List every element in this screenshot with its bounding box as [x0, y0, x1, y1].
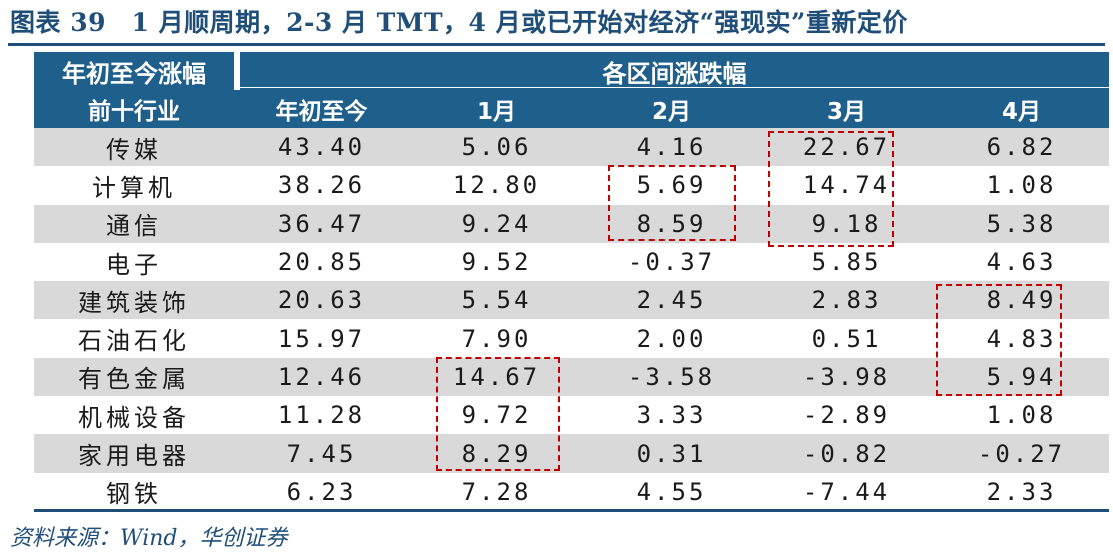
- value-cell: 9.24: [461, 209, 532, 238]
- value-cell: 20.85: [277, 248, 366, 277]
- industry-name: 传媒: [106, 135, 162, 164]
- value-cell: -0.27: [977, 439, 1066, 468]
- value-cell: 3.33: [636, 401, 707, 430]
- highlight-box-jan: [436, 357, 560, 471]
- highlight-box-feb: [608, 165, 736, 241]
- header-period-span: 各区间涨跌幅: [234, 52, 1109, 90]
- value-cell: 4.55: [636, 477, 707, 506]
- value-cell: 5.85: [811, 248, 882, 277]
- table-row: 家用电器 7.45 8.29 0.31 -0.82 -0.27: [34, 434, 1109, 473]
- header-row-bottom: 前十行业 年初至今 1月 2月 3月 4月: [34, 90, 1109, 128]
- value-cell: 2.83: [811, 286, 882, 315]
- table-bottom-rule: [34, 509, 1109, 512]
- value-cell: 7.45: [286, 439, 357, 468]
- value-cell: 7.90: [461, 324, 532, 353]
- value-cell: 1.08: [986, 401, 1057, 430]
- value-cell: 8.29: [461, 439, 532, 468]
- value-cell: 6.23: [286, 477, 357, 506]
- industry-name: 钢铁: [106, 480, 162, 509]
- table-row: 建筑装饰 20.63 5.54 2.45 2.83 8.49: [34, 281, 1109, 320]
- value-cell: -0.37: [627, 248, 716, 277]
- value-cell: -3.98: [802, 362, 891, 391]
- value-cell: 2.45: [636, 286, 707, 315]
- table-row: 计算机 38.26 12.80 5.69 14.74 1.08: [34, 166, 1109, 204]
- value-cell: -0.82: [802, 439, 891, 468]
- table-body: 传媒 43.40 5.06 4.16 22.67 6.82 计算机 38.26 12.80 5.6…: [34, 128, 1109, 511]
- value-cell: 6.82: [986, 133, 1057, 162]
- table-row: 石油石化 15.97 7.90 2.00 0.51 4.83: [34, 319, 1109, 357]
- table-row: 机械设备 11.28 9.72 3.33 -2.89 1.08: [34, 396, 1109, 434]
- table-row: 传媒 43.40 5.06 4.16 22.67 6.82: [34, 128, 1109, 167]
- value-cell: 5.54: [461, 286, 532, 315]
- industry-name: 有色金属: [78, 365, 190, 394]
- value-cell: 36.47: [277, 209, 366, 238]
- value-cell: 9.18: [811, 209, 882, 238]
- industry-name: 计算机: [92, 173, 176, 202]
- value-cell: 14.67: [452, 362, 541, 391]
- value-cell: -2.89: [802, 401, 891, 430]
- value-cell: 5.94: [986, 362, 1057, 391]
- value-cell: 9.52: [461, 248, 532, 277]
- industry-name: 家用电器: [78, 442, 190, 471]
- value-cell: 22.67: [802, 133, 891, 162]
- table-row: 钢铁 6.23 7.28 4.55 -7.44 2.33: [34, 473, 1109, 511]
- industry-returns-table: 年初至今涨幅 各区间涨跌幅 前十行业 年初至今 1月 2月 3月 4月 传媒 43…: [34, 52, 1109, 511]
- header-col-ytd: 年初至今: [275, 99, 368, 125]
- table-row: 电子 20.85 9.52 -0.37 5.85 4.63: [34, 243, 1109, 281]
- title-divider: [8, 43, 1105, 46]
- value-cell: 1.08: [986, 171, 1057, 200]
- highlight-box-apr: [936, 284, 1062, 396]
- value-cell: 5.06: [461, 133, 532, 162]
- industry-name: 机械设备: [78, 403, 190, 432]
- value-cell: 8.49: [986, 286, 1057, 315]
- value-cell: 7.28: [461, 477, 532, 506]
- value-cell: 14.74: [802, 171, 891, 200]
- value-cell: 8.59: [636, 209, 707, 238]
- industry-name: 通信: [106, 212, 162, 241]
- value-cell: -3.58: [627, 362, 716, 391]
- value-cell: 4.63: [986, 248, 1057, 277]
- table-row: 通信 36.47 9.24 8.59 9.18 5.38: [34, 204, 1109, 243]
- header-col-mar: 3月: [826, 99, 866, 125]
- value-cell: 38.26: [277, 171, 366, 200]
- value-cell: 11.28: [277, 401, 366, 430]
- value-cell: 0.51: [811, 324, 882, 353]
- value-cell: 5.69: [636, 171, 707, 200]
- value-cell: 9.72: [461, 401, 532, 430]
- value-cell: 12.80: [452, 171, 541, 200]
- value-cell: 12.46: [277, 362, 366, 391]
- value-cell: 4.83: [986, 324, 1057, 353]
- table-row: 有色金属 12.46 14.67 -3.58 -3.98 5.94: [34, 357, 1109, 397]
- value-cell: 4.16: [636, 133, 707, 162]
- value-cell: -7.44: [802, 477, 891, 506]
- header-col-apr: 4月: [1001, 99, 1041, 125]
- header-col-jan: 1月: [476, 99, 516, 125]
- value-cell: 20.63: [277, 286, 366, 315]
- value-cell: 15.97: [277, 324, 366, 353]
- industry-name: 石油石化: [78, 327, 190, 356]
- header-top10-label: 前十行业: [88, 99, 180, 125]
- industry-name: 电子: [106, 250, 162, 279]
- value-cell: 5.38: [986, 209, 1057, 238]
- header-col-feb: 2月: [651, 99, 691, 125]
- figure-title: 图表 39 1 月顺周期，2-3 月 TMT，4 月或已开始对经济“强现实”重新…: [10, 8, 908, 37]
- header-row-top: 年初至今涨幅 各区间涨跌幅: [34, 52, 1109, 90]
- source-note: 资料来源：Wind，华创证券: [10, 526, 288, 551]
- highlight-box-mar: [768, 131, 894, 247]
- value-cell: 2.33: [986, 477, 1057, 506]
- value-cell: 0.31: [636, 439, 707, 468]
- header-ytd-top-label: 年初至今涨幅: [62, 59, 206, 88]
- value-cell: 43.40: [277, 133, 366, 162]
- value-cell: 2.00: [636, 324, 707, 353]
- industry-name: 建筑装饰: [78, 288, 190, 317]
